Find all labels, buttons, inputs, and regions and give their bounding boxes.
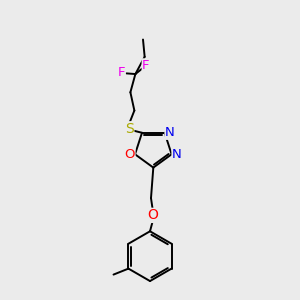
Text: O: O [124, 148, 135, 161]
Text: F: F [118, 66, 125, 79]
Text: F: F [142, 59, 150, 72]
Text: S: S [125, 122, 134, 136]
Text: N: N [172, 148, 182, 161]
Text: O: O [147, 208, 158, 222]
Text: N: N [165, 126, 175, 139]
